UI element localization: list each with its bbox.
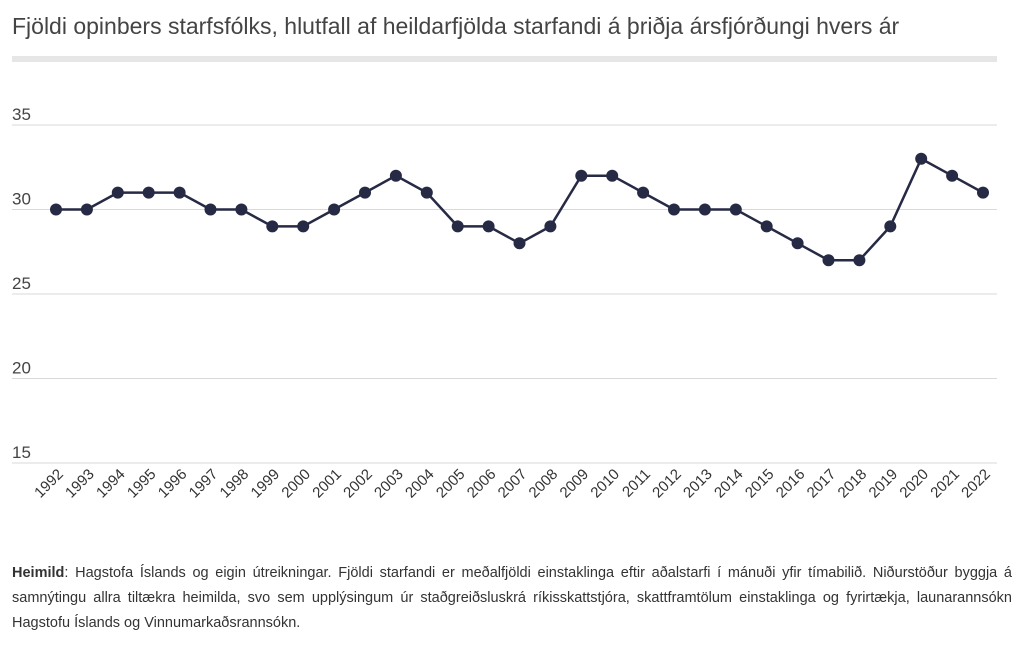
x-tick-label: 1997 <box>186 466 222 502</box>
data-point-1996[interactable] <box>173 186 186 199</box>
data-point-2000[interactable] <box>297 220 310 233</box>
x-tick-label: 2010 <box>587 466 623 502</box>
x-tick-label: 2017 <box>804 466 840 502</box>
x-tick-label: 2014 <box>711 466 747 502</box>
source-text: : Hagstofa Íslands og eigin útreikningar… <box>12 565 1012 631</box>
data-point-1998[interactable] <box>235 203 248 216</box>
data-point-2011[interactable] <box>637 186 650 199</box>
x-tick-label: 2000 <box>278 466 314 502</box>
x-tick-label: 1996 <box>155 466 191 502</box>
x-tick-label: 1998 <box>217 466 253 502</box>
x-tick-label: 2020 <box>896 466 932 502</box>
x-tick-label: 2016 <box>773 466 809 502</box>
x-tick-label: 2008 <box>526 466 562 502</box>
data-point-2020[interactable] <box>915 152 928 165</box>
x-tick-label: 1994 <box>93 466 129 502</box>
x-tick-label: 2006 <box>464 466 500 502</box>
x-tick-label: 2005 <box>433 466 469 502</box>
x-tick-label: 2001 <box>309 466 345 502</box>
x-tick-label: 2004 <box>402 466 438 502</box>
x-tick-label: 2002 <box>340 466 376 502</box>
x-tick-label: 1995 <box>124 466 160 502</box>
data-point-2009[interactable] <box>575 169 588 182</box>
data-point-2001[interactable] <box>328 203 341 216</box>
data-point-2010[interactable] <box>606 169 619 182</box>
chart-gridlines <box>12 124 997 464</box>
data-point-2018[interactable] <box>853 254 866 267</box>
data-point-2021[interactable] <box>946 169 959 182</box>
data-point-1999[interactable] <box>266 220 279 233</box>
x-tick-label: 1992 <box>31 466 67 502</box>
data-point-2014[interactable] <box>729 203 742 216</box>
data-point-1994[interactable] <box>111 186 124 199</box>
x-tick-label: 2018 <box>835 466 871 502</box>
chart-title: Fjöldi opinbers starfsfólks, hlutfall af… <box>12 13 900 39</box>
y-axis-ticks: 15 20 25 30 35 <box>12 105 31 462</box>
x-tick-label: 2012 <box>649 466 685 502</box>
y-tick-label: 25 <box>12 274 31 293</box>
data-point-2022[interactable] <box>977 186 989 199</box>
x-tick-label: 2003 <box>371 466 407 502</box>
source-label: Heimild <box>12 565 65 581</box>
data-point-1997[interactable] <box>204 203 217 216</box>
y-tick-label: 30 <box>12 190 31 209</box>
x-axis-ticks: 1992199319941995199619971998199920002001… <box>31 466 994 502</box>
x-tick-label: 2022 <box>958 466 994 502</box>
title-divider <box>12 56 997 62</box>
source-note: Heimild: Hagstofa Íslands og eigin útrei… <box>12 561 1012 636</box>
data-point-2005[interactable] <box>451 220 464 233</box>
data-point-2003[interactable] <box>389 169 402 182</box>
data-point-2017[interactable] <box>822 254 835 267</box>
x-tick-label: 2009 <box>557 466 593 502</box>
data-point-1993[interactable] <box>80 203 93 216</box>
x-tick-label: 2011 <box>619 466 654 501</box>
data-points <box>50 152 989 267</box>
x-tick-label: 2015 <box>742 466 778 502</box>
x-tick-label: 2013 <box>680 466 716 502</box>
data-point-2019[interactable] <box>884 220 897 233</box>
x-tick-label: 1993 <box>62 466 98 502</box>
data-point-2013[interactable] <box>698 203 711 216</box>
x-tick-label: 1999 <box>248 466 284 502</box>
y-tick-label: 15 <box>12 443 31 462</box>
data-point-1995[interactable] <box>142 186 155 199</box>
y-tick-label: 20 <box>12 359 31 378</box>
data-point-2007[interactable] <box>513 237 526 250</box>
x-tick-label: 2021 <box>927 466 963 502</box>
data-point-2015[interactable] <box>760 220 773 233</box>
data-point-2006[interactable] <box>482 220 495 233</box>
y-tick-label: 35 <box>12 105 31 124</box>
data-point-2002[interactable] <box>359 186 371 199</box>
data-point-2016[interactable] <box>791 237 804 250</box>
data-point-2008[interactable] <box>544 220 557 233</box>
data-point-2012[interactable] <box>668 203 680 216</box>
data-point-1992[interactable] <box>50 203 62 216</box>
data-point-2004[interactable] <box>420 186 433 199</box>
x-tick-label: 2007 <box>495 466 531 502</box>
x-tick-label: 2019 <box>866 466 902 502</box>
